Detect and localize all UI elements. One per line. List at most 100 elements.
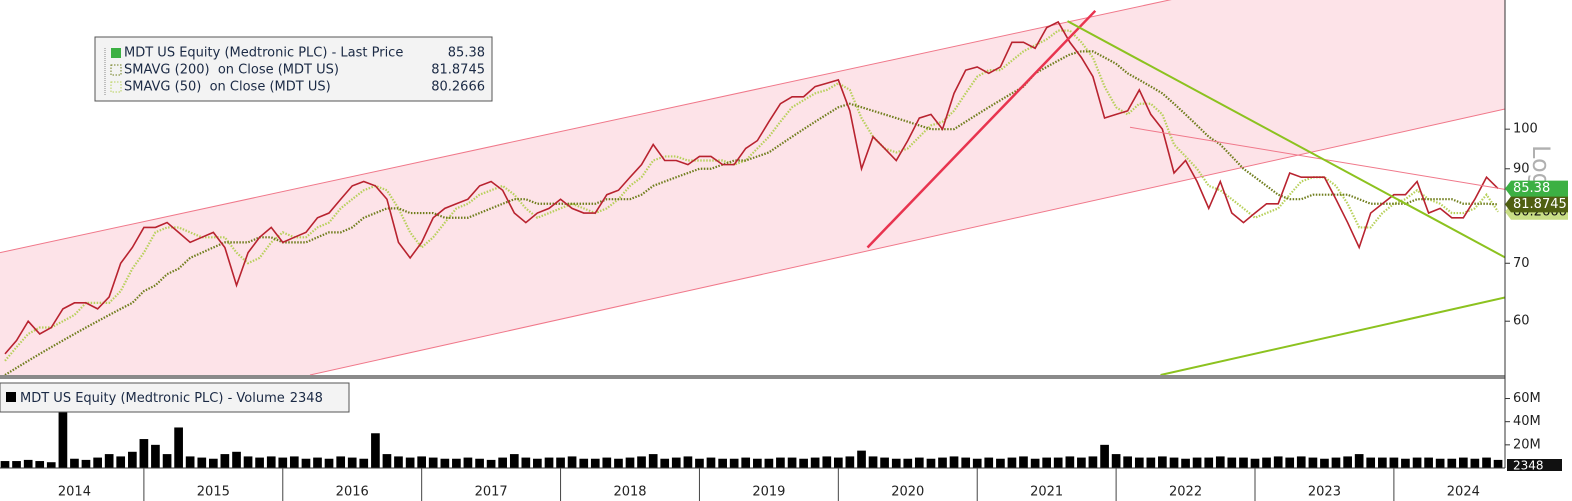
volume-bar [1401,458,1410,468]
volume-bar [753,458,762,468]
legend-swatch [110,81,122,93]
channel-line [309,108,1505,375]
volume-bar [174,427,183,468]
legend-value: 81.8745 [431,63,485,78]
volume-bar [1204,457,1214,468]
volume-bar [1134,457,1144,468]
volume-bar [70,458,79,468]
trendline [1129,126,1505,190]
volume-bar [382,454,392,468]
volume-bar [220,454,230,468]
x-tick-label: 2020 [891,485,924,500]
value-tag [1505,180,1568,197]
volume-bar [961,457,971,468]
x-tick-label: 2017 [475,485,508,500]
volume-bar [1192,457,1202,468]
volume-bar [683,456,693,468]
volume-bar [1412,457,1422,468]
volume-bar [93,457,102,468]
volume-bar [266,456,276,468]
volume-bar [880,457,889,468]
volume-bar [614,458,623,468]
volume-bar [1285,457,1295,468]
volume-bar [162,454,172,468]
y-tick-label: 20M [1513,437,1541,452]
x-tick-label: 2015 [197,485,230,500]
volume-bar [440,458,450,468]
volume-bar [128,451,137,468]
volume-tag [1507,459,1562,471]
volume-bar [741,457,751,468]
volume-bar [197,457,207,468]
volume-bar [498,457,507,468]
volume-bar [301,458,311,468]
price-panel [0,0,1505,375]
volume-bar [764,458,774,468]
volume-bar [1354,454,1364,468]
legends: MDT US Equity (Medtronic PLC) - Last Pri… [6,46,485,406]
volume-bar [313,457,322,468]
volume-bar [1215,456,1225,468]
volume-bar [1053,457,1063,468]
volume-bar [949,456,959,468]
volume-bar [718,458,727,468]
volume-bar [232,451,241,468]
x-tick-label: 2022 [1169,485,1202,500]
volume-bar [243,456,253,468]
volume-bar [729,458,739,468]
volume-bar [324,458,334,468]
volume-bar [706,457,716,468]
volume-bar [428,457,438,468]
volume-bar [336,456,346,468]
volume-bar [139,439,149,468]
volume-bar [278,457,288,468]
legend-label: MDT US Equity (Medtronic PLC) - Last Pri… [124,46,403,61]
volume-bar [660,458,670,468]
volume-bar [822,456,832,468]
volume-bar [394,456,403,468]
price-line [4,20,1499,355]
volume-bar [1435,458,1445,468]
volume-bar [463,457,473,468]
volume-bar [810,457,820,468]
volume-bar [1123,456,1132,468]
volume-bar [1239,457,1248,468]
legend-swatch [111,48,121,58]
volume-bar [58,386,68,468]
volume-bar [972,458,982,468]
volume-bar [1250,458,1260,468]
volume-bar [1181,458,1190,468]
volume-bar [926,458,936,468]
legend-swatch [110,64,122,76]
legend-label: SMAVG (50) on Close (MDT US) [124,80,331,95]
volume-bar [1042,457,1052,468]
volume-bar [46,462,56,468]
panel-separator [0,375,1505,379]
volume-bar [521,457,531,468]
volume-bar [35,461,45,468]
volume-bar [996,458,1005,468]
y-tick-label: 60 [1513,314,1530,329]
volume-bar [1273,456,1283,468]
volume-bar [1378,457,1387,468]
volume-bar [903,458,913,468]
volume-bar [12,461,21,468]
volume-bar [1308,457,1318,468]
volume-bar [533,458,542,468]
volume-bar [185,456,195,468]
y-tick-label: 90 [1513,161,1530,176]
volume-bar [1366,457,1376,468]
volume-bar [1146,457,1156,468]
volume-bar [1030,458,1040,468]
x-tick-label: 2018 [613,485,646,500]
y-tick-label: 40M [1513,414,1541,429]
volume-bar [405,457,415,468]
y-tick-label: 60M [1513,391,1541,406]
volume-bar [1065,456,1075,468]
value-tag-label: 81.8745 [1513,197,1567,212]
volume-bar [637,456,646,468]
volume-bar [1424,457,1433,468]
trendline [1067,20,1505,259]
x-tick-label: 2019 [752,485,785,500]
